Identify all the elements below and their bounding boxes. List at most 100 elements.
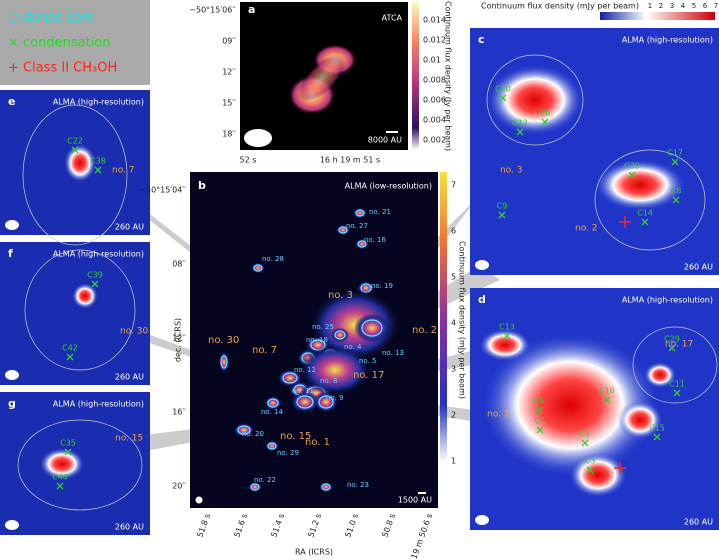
core-ellipse [321, 483, 331, 491]
emission [64, 143, 96, 183]
legend-box [0, 0, 150, 85]
emission [354, 313, 390, 343]
colorbar-label: Continuum flux density (mJy per beam) [458, 241, 467, 399]
x-tick-label: 16 h 19 m 51 s [320, 156, 380, 165]
source-label: no. 7 [252, 345, 277, 356]
instrument: ALMA (low-resolution) [345, 182, 432, 191]
condensation-label: C16 [599, 387, 615, 396]
legend-class2: + Class II CH₃OH [8, 61, 117, 76]
beam [475, 260, 489, 270]
y-tick-label: 12′′ [222, 68, 236, 77]
instrument: ALMA (high-resolution) [53, 98, 144, 107]
colorbar-tick: 0.002 [423, 136, 446, 145]
condensation-marker [535, 406, 543, 414]
source-label: no. 2 [412, 325, 437, 336]
source-label: no. 15 [115, 434, 143, 444]
colorbar-tick: 0.004 [423, 116, 446, 125]
source-label: no. 12 [294, 366, 316, 374]
beam [475, 515, 489, 525]
colorbar-tick: 4 [681, 2, 686, 10]
emission [247, 481, 263, 493]
x-tick-label: 51.2 s [306, 512, 323, 538]
condensation-label: C9 [497, 202, 508, 211]
colorbar-label: Continuum flux density (mJy per beam) [481, 2, 639, 11]
condensation-label: C22 [67, 137, 83, 146]
y-tick-label: 18′′ [222, 130, 236, 139]
condensation-marker [56, 482, 64, 490]
field-circle [24, 249, 136, 371]
field-circle [486, 54, 584, 146]
colorbar-a [412, 2, 419, 150]
condensation-marker [672, 196, 680, 204]
y-tick-label: 15′′ [222, 99, 236, 108]
source-label: no. 3 [500, 166, 523, 176]
beam [5, 520, 19, 530]
y-axis-label: dec. (ICRS) [174, 318, 183, 362]
condensation-label: C14 [637, 209, 653, 218]
scale-label: 8000 AU [368, 136, 402, 145]
panel-letter: g [8, 397, 16, 410]
condensation-marker [653, 433, 661, 441]
y-tick-label: 09′′ [222, 37, 236, 46]
colorbar-tick: 2 [659, 2, 663, 10]
source-label: no. 1 [305, 437, 330, 448]
source-label: no. 15 [280, 431, 311, 442]
colorbar-tick: 1 [648, 2, 652, 10]
source-label: no. 2 [575, 224, 598, 234]
panel-letter: f [8, 247, 13, 260]
condensation-marker [628, 171, 636, 179]
condensation-marker [499, 94, 507, 102]
emission [487, 64, 583, 136]
condensation-label: C30 [624, 162, 640, 171]
source-label: no. 30 [120, 327, 149, 337]
colorbar-tick: 3 [451, 365, 456, 374]
condensation-marker [64, 448, 72, 456]
condensation-label: C29 [664, 335, 680, 344]
x-tick-label: 52 s [240, 156, 257, 165]
condensation-label: C5 [534, 397, 545, 406]
beam [195, 496, 203, 504]
colorbar-tick: 5 [692, 2, 696, 10]
source-label: no. 21 [369, 208, 391, 216]
instrument: ATCA [382, 14, 403, 23]
y-tick-label: 16′′ [172, 408, 186, 417]
source-label: no. 11 [292, 387, 314, 395]
condensation-marker [668, 344, 676, 352]
emission [318, 481, 334, 493]
condensation-marker [503, 332, 511, 340]
condensation-marker [603, 396, 611, 404]
condensation-label: C1 [580, 430, 591, 439]
colorbar-b [440, 172, 447, 462]
colorbar-tick: 7 [714, 2, 718, 10]
colorbar-tick: 5 [451, 273, 456, 282]
source-label: no. 7 [112, 166, 135, 176]
source-label: no. 13 [382, 349, 404, 357]
colorbar-tick: 0.014 [423, 16, 446, 25]
y-tick-label: 12′′ [172, 334, 186, 343]
condensation-label: C8 [671, 187, 682, 196]
scale-label: 260 AU [684, 518, 713, 527]
emission [250, 262, 266, 274]
source-label: no. 27 [346, 222, 368, 230]
condensation-label: C35 [60, 439, 76, 448]
colorbar-c [600, 12, 715, 20]
condensation-label: C11 [669, 380, 685, 389]
condensation-label: C39 [87, 271, 103, 280]
source-label: no. 22 [254, 476, 276, 484]
class2-marker [619, 216, 631, 228]
scale-label: 260 AU [684, 263, 713, 272]
source-label: no. 3 [328, 290, 353, 301]
y-tick-label: −50°15′06′′ [189, 6, 236, 15]
condensation-label: C12 [512, 119, 528, 128]
condensation-marker [673, 389, 681, 397]
source-label: no. 18 [306, 336, 328, 344]
scale-label: 260 AU [115, 523, 144, 532]
beam [5, 220, 19, 230]
condensation-label: C15 [649, 424, 665, 433]
source-label: no. 16 [364, 236, 387, 244]
condensation-label: C3 [585, 457, 596, 466]
panel-c-image [470, 28, 719, 275]
colorbar-tick: 4 [451, 319, 456, 328]
source-label: no. 29 [277, 449, 299, 457]
emission [482, 333, 658, 477]
